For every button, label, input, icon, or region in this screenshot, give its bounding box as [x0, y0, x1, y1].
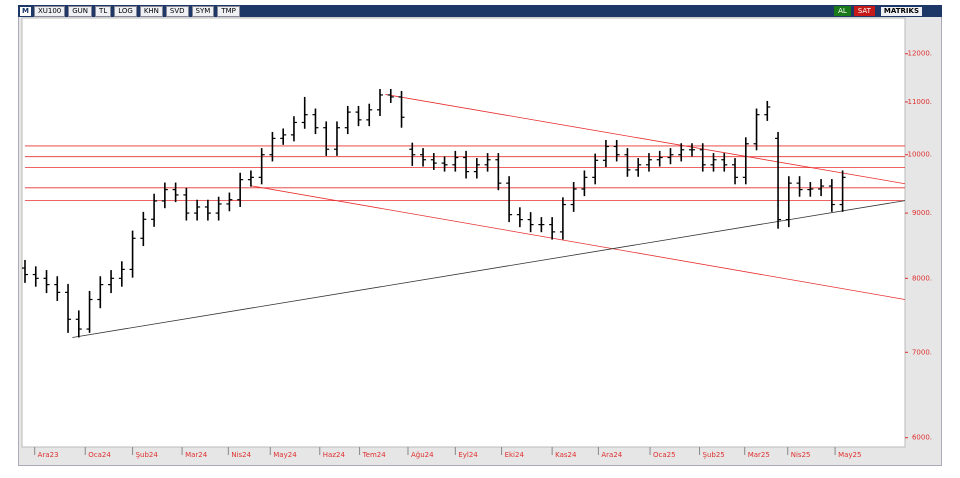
tool-button[interactable]: KHN [139, 5, 163, 17]
y-tick-label: 11000. [908, 98, 933, 106]
x-tick-label: Haz24 [323, 451, 346, 459]
y-tick-label: 9000. [912, 209, 932, 217]
plot-area [21, 17, 906, 448]
x-tick-label: Ağu24 [411, 451, 434, 459]
trend-line [385, 94, 906, 185]
x-tick-label: Tem24 [362, 451, 387, 459]
x-tick-label: Kas24 [555, 451, 577, 459]
x-tick-label: Mar24 [185, 451, 208, 459]
sell-button[interactable]: SAT [853, 6, 875, 16]
x-tick-label: Mar25 [748, 451, 770, 459]
tool-button[interactable]: GUN [68, 5, 93, 17]
toolbar: M XU100 GUN TL LOG KHN SVD SYM TMP AL SA… [18, 5, 942, 17]
x-tick-label: May25 [838, 451, 861, 459]
x-tick-label: Nis25 [791, 451, 811, 459]
y-tick-label: 8000. [912, 274, 932, 282]
y-tick-label: 6000. [912, 434, 932, 442]
trend-line [250, 185, 906, 300]
brand: MATRIKS [880, 6, 922, 16]
x-tick-label: Eki24 [505, 451, 525, 459]
tool-button[interactable]: TMP [217, 5, 240, 17]
tool-button[interactable]: SYM [191, 5, 215, 17]
symbol[interactable]: XU100 [33, 5, 66, 17]
logo[interactable]: M [20, 6, 31, 16]
tool-button[interactable]: SVD [165, 5, 189, 17]
x-tick-label: Oca24 [88, 451, 111, 459]
tool-button[interactable]: TL [95, 5, 112, 17]
trend-line [72, 200, 906, 338]
x-tick-label: Eyl24 [458, 451, 478, 459]
x-tick-label: Nis24 [231, 451, 251, 459]
x-tick-label: Şub24 [136, 451, 159, 459]
tool-button[interactable]: LOG [114, 5, 137, 17]
buy-button[interactable]: AL [834, 6, 851, 16]
y-tick-label: 10000. [908, 151, 933, 159]
x-tick-label: Şub25 [703, 451, 725, 459]
x-tick-label: May24 [273, 451, 297, 459]
y-tick-label: 12000. [908, 50, 933, 58]
x-tick-label: Ara24 [601, 451, 622, 459]
x-tick-label: Ara23 [38, 451, 59, 459]
x-tick-label: Oca25 [653, 451, 676, 459]
y-tick-label: 7000. [912, 348, 932, 356]
